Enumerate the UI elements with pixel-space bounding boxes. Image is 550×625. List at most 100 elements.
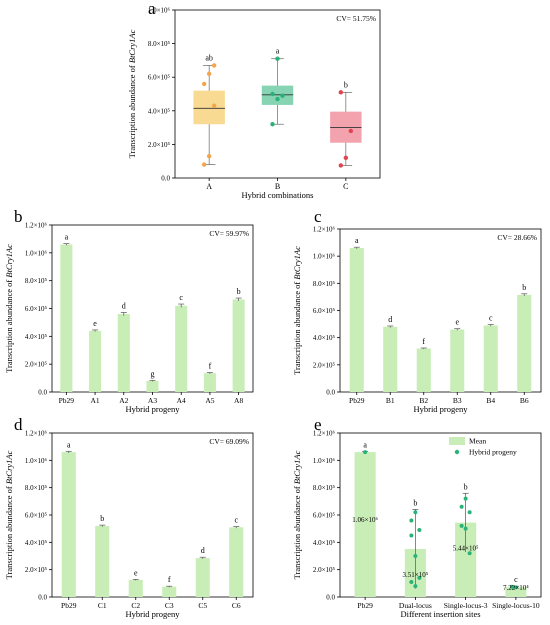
bar [232,299,245,392]
y-tick-label: 8.0×10⁵ [25,277,48,285]
data-point [467,510,472,515]
bar [505,587,527,597]
bar [195,558,210,597]
data-point [413,584,418,589]
significance-letter: a [67,440,71,449]
x-tick-label: A4 [177,396,186,405]
y-tick-label: 2.0×10⁵ [148,141,171,149]
cv-label: CV= 59.97% [209,229,249,238]
panel-d: d 0.0 2.0×10⁵ 4.0×10⁵ 6.0×10⁵ 8.0×10⁵ 1.0×10⁶ 1… [4,415,254,619]
legend-label: Mean [469,437,486,446]
box-group-A: ab A [193,53,225,191]
data-point [513,585,518,590]
x-tick-label: Dual-locus [399,601,432,610]
bar [450,329,465,392]
bar [60,244,73,392]
bar-group-C1: b C1 [95,514,110,610]
y-tick-label: 4.0×10⁵ [25,539,48,547]
legend-swatch [449,437,465,445]
significance-letter: a [363,440,367,449]
data-point [338,90,344,95]
x-tick-label: B3 [453,396,462,405]
data-point [211,63,217,68]
plot-frame [51,224,254,393]
bar-group-Single-locus-3: 5.44×10⁵ b Single-locus-3 [444,482,488,610]
x-tick-label: A [206,182,212,191]
x-tick-label: Single-locus-10 [492,601,540,610]
plot-frame [51,432,254,598]
data-point [206,71,212,77]
bar [128,579,143,597]
y-tick-label: 1.2×10⁶ [25,222,48,230]
data-point [201,162,207,167]
significance-letter: b [344,80,348,89]
bar [383,326,398,392]
y-tick-label: 6.0×10⁵ [25,305,48,313]
legend-swatch [454,449,460,455]
data-point [363,450,368,455]
bar-group-C5: d C5 [195,546,210,610]
y-tick-label: 4.0×10⁵ [313,539,336,547]
bar [162,586,177,597]
panel-letter: d [14,415,23,434]
data-point [467,551,472,556]
significance-letter: f [168,575,171,584]
bar-group-A1: e A1 [89,319,102,405]
x-axis-label: Hybrid combinations [241,190,313,200]
x-axis-label: Hybrid progeny [125,609,180,619]
significance-letter: b [522,283,526,292]
data-point [338,163,344,168]
y-axis-label: Transcription abundance of BtCry1Ac [292,450,302,579]
cv-label: CV= 69.09% [209,437,249,446]
x-tick-label: B4 [486,396,495,405]
panel-letter: b [14,207,23,226]
x-tick-label: C6 [232,601,241,610]
significance-letter: a [276,47,280,56]
y-tick-label: 8.0×10⁵ [313,484,336,492]
x-tick-label: C5 [198,601,207,610]
x-tick-label: A5 [205,396,214,405]
x-tick-label: Pb29 [59,396,75,405]
y-tick-label: 1.2×10⁶ [313,226,336,234]
data-point [409,518,414,523]
data-point [409,533,414,538]
bar [517,294,532,392]
significance-letter: b [100,514,104,523]
panel-letter: a [148,0,156,18]
x-tick-label: A3 [148,396,157,405]
data-point [280,93,285,98]
bar [229,527,244,597]
y-tick-label: 2.0×10⁵ [313,361,336,369]
y-tick-label: 1.0×10⁶ [313,457,336,465]
data-point [206,153,212,159]
y-tick-label: 8.0×10⁵ [25,484,48,492]
y-tick-label: 2.0×10⁵ [25,361,48,369]
x-tick-label: C1 [98,601,107,610]
y-axis-label: Transcription abundance of BtCry1Ac [4,450,14,579]
bar-group-A8: b A8 [232,287,245,405]
y-tick-label: 1.0×10⁶ [25,457,48,465]
bar-group-Pb29: a Pb29 [61,440,77,610]
cv-label: CV= 28.66% [497,233,537,242]
bar [89,330,102,392]
y-tick-label: 1.0×10⁶ [25,249,48,257]
legend: Mean Hybrid progeny [449,437,517,457]
bar-group-C2: e C2 [128,568,143,610]
y-tick-label: 0.0 [38,389,47,397]
significance-letter: c [179,293,183,302]
significance-letter: e [455,318,459,327]
x-tick-label: B [275,182,280,191]
panel-e: e 0.0 2.0×10⁵ 4.0×10⁵ 6.0×10⁵ 8.0×10⁵ 1.0×10⁶ 1… [292,415,542,619]
x-tick-label: Pb29 [357,601,373,610]
data-point [270,122,275,127]
y-tick-label: 1.0×10⁶ [148,7,171,15]
y-tick-label: 6.0×10⁵ [25,512,48,520]
significance-letter: b [464,482,468,491]
plot-frame [339,228,542,393]
significance-letter: c [489,314,493,323]
box [193,90,225,125]
bar [95,525,110,597]
significance-letter: f [422,337,425,346]
data-point [409,579,414,584]
